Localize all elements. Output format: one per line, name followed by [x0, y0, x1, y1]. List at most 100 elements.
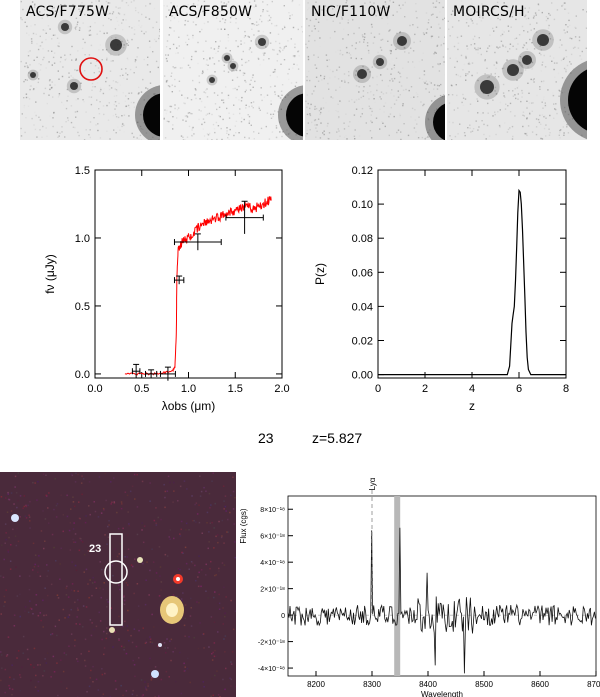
- noise-pixel: [542, 107, 544, 109]
- noise-pixel: [240, 121, 243, 123]
- noise-pixel: [144, 603, 147, 606]
- noise-pixel: [208, 132, 211, 135]
- noise-pixel: [174, 647, 176, 649]
- noise-pixel: [367, 92, 369, 94]
- noise-pixel: [411, 32, 413, 34]
- noise-pixel: [123, 44, 125, 46]
- noise-pixel: [295, 81, 298, 84]
- noise-pixel: [125, 652, 128, 655]
- noise-pixel: [154, 666, 157, 668]
- noise-pixel: [105, 499, 107, 502]
- noise-pixel: [169, 85, 171, 88]
- noise-pixel: [37, 571, 39, 573]
- noise-pixel: [541, 114, 544, 116]
- noise-pixel: [13, 503, 15, 505]
- noise-pixel: [23, 495, 26, 497]
- noise-pixel: [16, 657, 18, 659]
- noise-pixel: [69, 16, 71, 18]
- noise-pixel: [499, 126, 501, 128]
- noise-pixel: [29, 85, 32, 87]
- noise-pixel: [37, 690, 39, 692]
- noise-pixel: [358, 86, 360, 88]
- noise-pixel: [215, 535, 217, 538]
- noise-pixel: [290, 82, 293, 84]
- noise-pixel: [562, 4, 564, 6]
- noise-pixel: [442, 6, 444, 9]
- noise-pixel: [129, 68, 132, 71]
- noise-pixel: [155, 507, 157, 509]
- noise-pixel: [499, 18, 501, 21]
- noise-pixel: [477, 112, 479, 114]
- noise-pixel: [39, 35, 41, 38]
- noise-pixel: [120, 684, 122, 687]
- noise-pixel: [563, 67, 566, 70]
- noise-pixel: [486, 76, 489, 79]
- noise-pixel: [164, 647, 166, 649]
- noise-pixel: [0, 496, 3, 498]
- noise-pixel: [99, 87, 102, 89]
- noise-pixel: [456, 36, 459, 39]
- noise-pixel: [427, 136, 429, 138]
- noise-pixel: [229, 21, 232, 23]
- noise-pixel: [232, 58, 234, 61]
- noise-pixel: [26, 648, 29, 651]
- noise-pixel: [564, 32, 566, 34]
- noise-pixel: [222, 485, 225, 487]
- noise-pixel: [5, 655, 8, 657]
- noise-pixel: [105, 0, 108, 3]
- noise-pixel: [332, 70, 334, 73]
- noise-pixel: [477, 100, 479, 102]
- noise-pixel: [494, 86, 497, 89]
- noise-pixel: [455, 73, 458, 76]
- plot-frame: [94, 169, 283, 379]
- noise-pixel: [115, 105, 118, 107]
- noise-pixel: [33, 566, 36, 568]
- noise-pixel: [569, 24, 571, 27]
- noise-pixel: [64, 617, 66, 619]
- noise-pixel: [385, 92, 388, 94]
- noise-pixel: [420, 101, 422, 103]
- noise-pixel: [342, 28, 345, 30]
- noise-pixel: [222, 57, 224, 59]
- noise-pixel: [222, 101, 225, 104]
- noise-pixel: [41, 17, 43, 19]
- noise-pixel: [177, 567, 180, 570]
- noise-pixel: [493, 64, 495, 66]
- noise-pixel: [172, 501, 174, 503]
- noise-pixel: [461, 101, 463, 104]
- noise-pixel: [32, 542, 35, 545]
- noise-pixel: [79, 27, 81, 29]
- noise-pixel: [363, 38, 365, 41]
- noise-pixel: [56, 662, 58, 664]
- noise-pixel: [75, 59, 77, 61]
- noise-pixel: [153, 626, 155, 628]
- noise-pixel: [248, 48, 251, 51]
- noise-pixel: [387, 40, 389, 42]
- noise-pixel: [517, 85, 520, 87]
- noise-pixel: [132, 565, 134, 568]
- noise-pixel: [250, 124, 252, 126]
- spectrum-chart: 820083008400850086008700-4×10⁻¹⁸-2×10⁻¹⁸…: [239, 477, 600, 697]
- noise-pixel: [403, 123, 405, 125]
- noise-pixel: [507, 50, 509, 53]
- noise-pixel: [5, 497, 7, 499]
- noise-pixel: [160, 518, 162, 521]
- noise-pixel: [149, 46, 151, 48]
- noise-pixel: [369, 85, 371, 87]
- noise-pixel: [574, 36, 577, 38]
- noise-pixel: [259, 18, 261, 21]
- noise-pixel: [133, 33, 136, 35]
- noise-pixel: [200, 569, 203, 571]
- noise-pixel: [214, 574, 216, 577]
- noise-pixel: [121, 123, 124, 125]
- noise-pixel: [197, 647, 200, 650]
- noise-pixel: [501, 67, 504, 70]
- noise-pixel: [129, 490, 132, 493]
- noise-pixel: [231, 651, 234, 653]
- noise-pixel: [112, 11, 115, 13]
- noise-pixel: [269, 86, 272, 88]
- noise-pixel: [107, 2, 110, 4]
- noise-pixel: [439, 27, 441, 29]
- noise-pixel: [60, 659, 62, 661]
- noise-pixel: [283, 59, 286, 61]
